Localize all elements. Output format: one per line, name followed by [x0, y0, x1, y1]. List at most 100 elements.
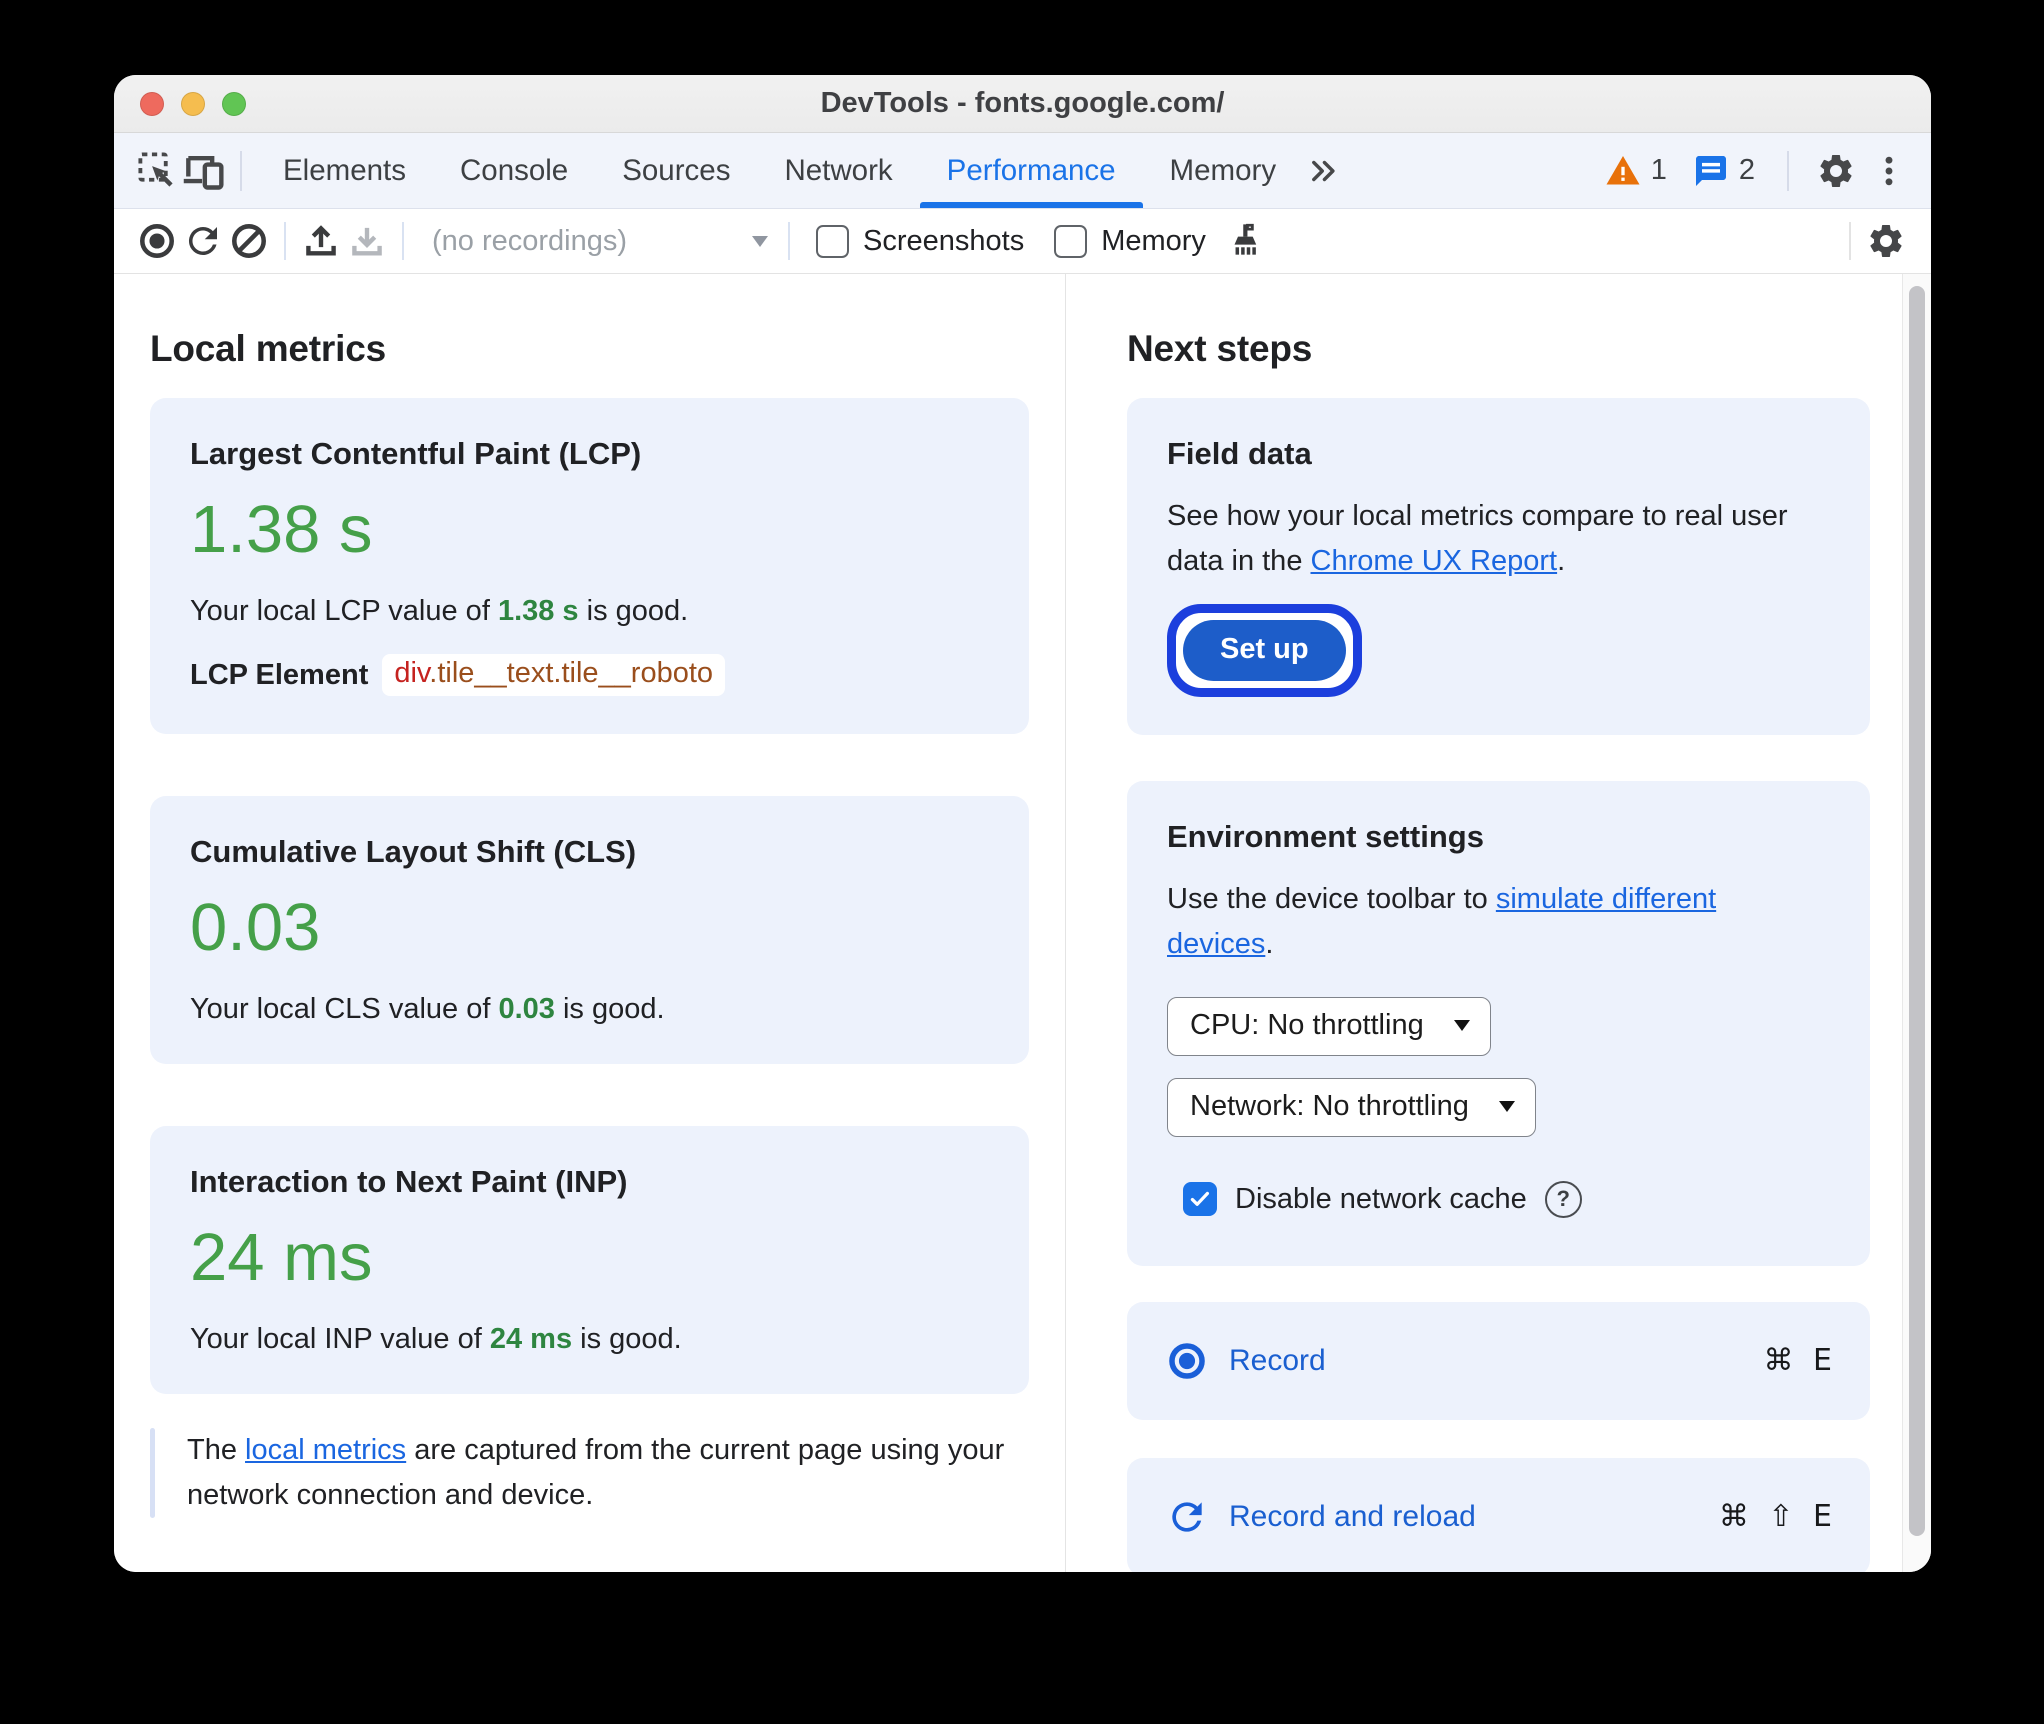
tab-sources[interactable]: Sources	[595, 133, 757, 208]
vertical-scrollbar[interactable]	[1902, 274, 1931, 1572]
lcp-desc-suffix: is good.	[578, 595, 689, 627]
active-tab-indicator	[919, 202, 1143, 208]
screenshots-checkbox[interactable]	[816, 224, 849, 258]
record-action-label: Record	[1229, 1343, 1326, 1377]
inp-card: Interaction to Next Paint (INP) 24 ms Yo…	[150, 1126, 1029, 1394]
devtools-window: DevTools - fonts.google.com/	[114, 75, 1931, 1572]
performance-toolbar: (no recordings) Screenshots Memory	[114, 209, 1931, 274]
device-toolbar-button[interactable]	[180, 148, 226, 194]
toolbar-divider	[1787, 150, 1789, 191]
cpu-throttling-select[interactable]: CPU: No throttling	[1167, 996, 1491, 1056]
local-metrics-footnote: The local metrics are captured from the …	[150, 1428, 1029, 1518]
recordings-select[interactable]: (no recordings)	[416, 225, 776, 258]
environment-description: Use the device toolbar to simulate diffe…	[1167, 877, 1830, 967]
footnote-prefix: The	[187, 1434, 246, 1466]
local-metrics-link[interactable]: local metrics	[245, 1434, 407, 1466]
field-data-desc-suffix: .	[1557, 544, 1566, 577]
load-profile-button[interactable]	[298, 218, 344, 264]
help-icon[interactable]: ?	[1544, 1180, 1582, 1218]
footnote-text: The local metrics are captured from the …	[155, 1428, 1029, 1518]
set-up-button[interactable]: Set up	[1183, 619, 1346, 681]
record-action-card[interactable]: Record ⌘ E	[1127, 1301, 1870, 1420]
screenshots-checkbox-group[interactable]: Screenshots	[816, 224, 1025, 258]
footnote-accent-bar	[150, 1428, 155, 1518]
lcp-element-classes: .tile__text.tile__roboto	[429, 657, 714, 689]
record-and-reload-shortcut: ⌘ ⇧ E	[1718, 1499, 1832, 1535]
disable-cache-row: Disable network cache ?	[1183, 1180, 1830, 1218]
inp-description: Your local INP value of 24 ms is good.	[190, 1323, 989, 1356]
record-button[interactable]	[134, 218, 180, 264]
cls-card: Cumulative Layout Shift (CLS) 0.03 Your …	[150, 796, 1029, 1064]
disable-cache-checkbox[interactable]	[1183, 1182, 1217, 1217]
inp-title: Interaction to Next Paint (INP)	[190, 1164, 628, 1199]
scrollbar-thumb[interactable]	[1909, 286, 1925, 1536]
cls-value: 0.03	[190, 890, 321, 965]
messages-button[interactable]: 2	[1685, 153, 1763, 189]
simulate-devices-link[interactable]: simulate different devices	[1167, 882, 1717, 960]
next-steps-heading: Next steps	[1127, 328, 1313, 369]
record-shortcut: ⌘ E	[1763, 1343, 1833, 1379]
memory-checkbox[interactable]	[1054, 224, 1088, 258]
clear-button[interactable]	[226, 218, 272, 264]
lcp-value: 1.38 s	[190, 492, 373, 567]
local-metrics-heading: Local metrics	[150, 328, 386, 369]
gear-icon	[1866, 221, 1906, 261]
tab-label: Performance	[946, 153, 1116, 187]
devtools-settings-button[interactable]	[1813, 148, 1859, 194]
inp-desc-prefix: Your local INP value of	[190, 1323, 490, 1355]
tab-label: Network	[784, 153, 893, 187]
toolbar-divider	[402, 222, 404, 260]
zoom-button[interactable]	[222, 91, 246, 116]
cls-desc-suffix: is good.	[554, 993, 665, 1025]
crux-report-link[interactable]: Chrome UX Report	[1310, 544, 1558, 577]
memory-checkbox-group[interactable]: Memory	[1054, 224, 1206, 258]
tab-label: Memory	[1169, 153, 1277, 187]
panel-settings-button[interactable]	[1863, 218, 1909, 264]
traffic-lights	[140, 75, 246, 132]
record-and-reload-action-card[interactable]: Record and reload ⌘ ⇧ E	[1127, 1457, 1870, 1572]
broom-icon	[1224, 220, 1266, 262]
environment-settings-title: Environment settings	[1167, 818, 1484, 854]
more-tabs-button[interactable]	[1303, 148, 1343, 194]
minimize-button[interactable]	[181, 91, 205, 116]
footnote-suffix: are captured from the current page using…	[187, 1434, 1005, 1511]
cls-desc-prefix: Your local CLS value of	[190, 993, 499, 1025]
dropdown-caret-icon	[1453, 1019, 1470, 1031]
network-throttling-value: Network: No throttling	[1190, 1089, 1469, 1122]
tab-memory[interactable]: Memory	[1143, 133, 1304, 208]
record-and-reload-action-label: Record and reload	[1229, 1499, 1476, 1533]
collect-garbage-button[interactable]	[1222, 218, 1268, 264]
record-icon	[136, 220, 178, 262]
toolbar-divider	[1849, 222, 1851, 260]
tab-network[interactable]: Network	[757, 133, 919, 208]
network-throttling-select[interactable]: Network: No throttling	[1167, 1077, 1536, 1137]
lcp-desc-value: 1.38 s	[497, 595, 579, 627]
close-button[interactable]	[140, 91, 164, 116]
save-profile-button[interactable]	[344, 218, 390, 264]
device-toolbar-icon	[181, 149, 225, 193]
disable-cache-label: Disable network cache	[1235, 1182, 1527, 1215]
lcp-element-row: LCP Element div.tile__text.tile__roboto	[190, 654, 989, 696]
download-icon	[346, 220, 388, 262]
inspect-element-button[interactable]	[134, 148, 180, 194]
warning-icon	[1605, 153, 1641, 189]
tab-console[interactable]: Console	[433, 133, 595, 208]
lcp-element-label: LCP Element	[190, 658, 369, 691]
inp-value: 24 ms	[190, 1220, 373, 1295]
field-data-desc-prefix: See how your local metrics compare to re…	[1167, 500, 1788, 577]
devtools-tabbar: Elements Console Sources Network Perform…	[114, 133, 1931, 209]
cls-desc-value: 0.03	[498, 993, 555, 1025]
reload-icon	[182, 220, 224, 262]
gear-icon	[1816, 151, 1856, 191]
block-icon	[228, 220, 270, 262]
record-and-reload-button[interactable]	[180, 218, 226, 264]
more-options-button[interactable]	[1869, 148, 1909, 194]
field-data-description: See how your local metrics compare to re…	[1167, 494, 1830, 584]
screenshots-label: Screenshots	[863, 224, 1025, 257]
lcp-element-link[interactable]: div.tile__text.tile__roboto	[382, 654, 726, 696]
warnings-button[interactable]: 1	[1597, 153, 1675, 189]
tab-performance[interactable]: Performance	[919, 133, 1143, 208]
environment-desc-prefix: Use the device toolbar to	[1167, 882, 1496, 915]
toolbar-divider	[240, 150, 242, 191]
tab-elements[interactable]: Elements	[256, 133, 433, 208]
